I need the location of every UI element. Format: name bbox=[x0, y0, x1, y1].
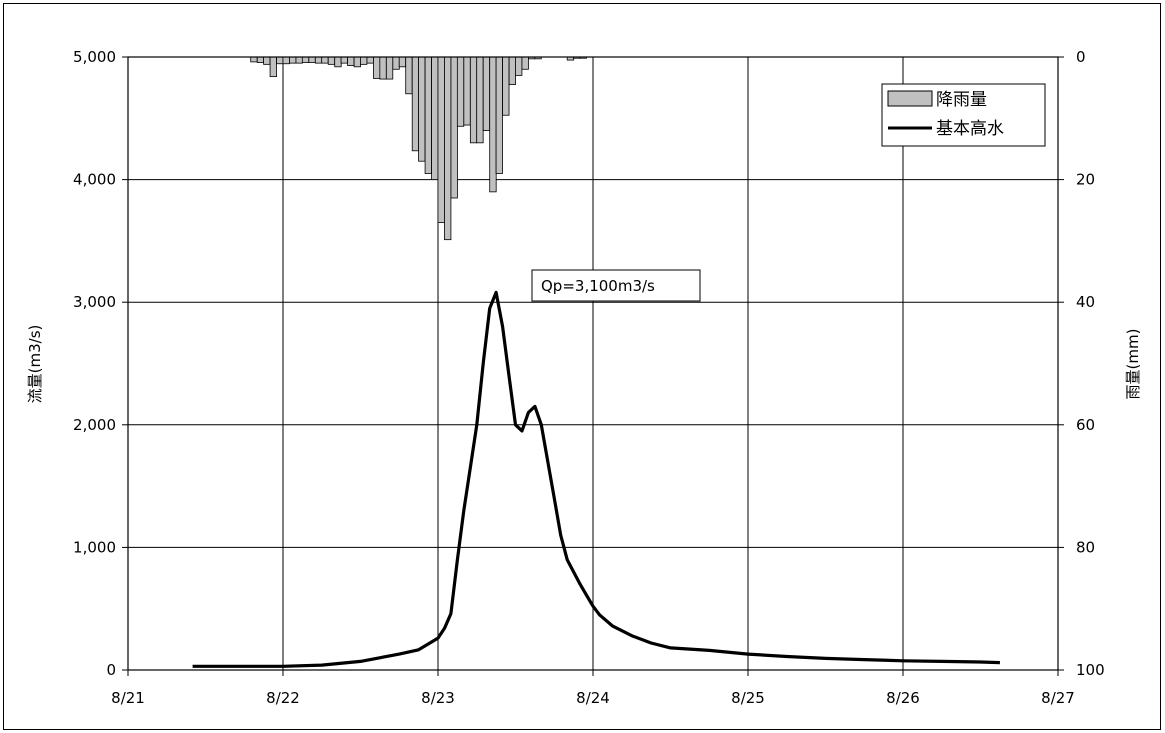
y-left-tick-label: 4,000 bbox=[73, 171, 116, 189]
legend-label-rain: 降雨量 bbox=[936, 90, 987, 110]
peak-annotation-box bbox=[531, 269, 701, 302]
grid-layer bbox=[128, 57, 1058, 670]
rain-bar bbox=[366, 56, 374, 64]
rain-bar bbox=[463, 56, 471, 126]
rain-bar bbox=[269, 56, 277, 78]
rain-bar bbox=[469, 56, 478, 144]
rain-bar bbox=[437, 56, 445, 223]
rain-bar bbox=[334, 56, 342, 68]
rain-bar bbox=[456, 56, 465, 127]
legend-label-flow: 基本高水 bbox=[936, 119, 1004, 139]
rain-bar bbox=[398, 56, 407, 68]
y-right-tick-label: 60 bbox=[1076, 416, 1095, 434]
legend: 降雨量 基本高水 bbox=[881, 83, 1046, 147]
axis-layer: 8/21 8/22 8/23 8/24 8/25 8/26 8/27 0 1,000 2,000 3… bbox=[73, 48, 1105, 707]
rain-bar bbox=[515, 56, 523, 76]
rain-bar bbox=[289, 56, 297, 64]
y-right-tick-label: 40 bbox=[1076, 293, 1095, 311]
y-right-axis-title: 雨量(mm) bbox=[1124, 329, 1142, 400]
rain-bar bbox=[314, 56, 323, 64]
rain-bar bbox=[418, 56, 426, 162]
rain-bar bbox=[373, 56, 381, 79]
rain-bar bbox=[431, 56, 439, 180]
rain-bar bbox=[360, 56, 368, 65]
peak-annotation-label: Qp=3,100m3/s bbox=[541, 277, 655, 295]
flow-line-layer bbox=[192, 290, 1000, 668]
chart-frame bbox=[3, 3, 1161, 730]
rain-bar bbox=[405, 56, 413, 95]
rain-bar bbox=[482, 56, 491, 131]
rain-bar bbox=[276, 56, 284, 65]
y-right-tick-label: 80 bbox=[1076, 538, 1095, 556]
y-right-tick-label: 100 bbox=[1076, 661, 1105, 679]
flow-line bbox=[192, 290, 1000, 668]
y-left-tick-label: 2,000 bbox=[73, 416, 116, 434]
rain-bar bbox=[444, 56, 452, 241]
rain-bar bbox=[502, 56, 510, 116]
rain-bar bbox=[295, 56, 303, 64]
rain-bar bbox=[411, 56, 420, 152]
y-left-tick-label: 0 bbox=[106, 661, 116, 679]
rain-bar bbox=[327, 56, 336, 65]
rain-bar bbox=[495, 56, 503, 174]
x-tick-label: 8/24 bbox=[576, 689, 610, 707]
y-left-tick-label: 3,000 bbox=[73, 293, 116, 311]
y-left-axis-title: 流量(m3/s) bbox=[26, 325, 44, 404]
y-right-tick-label: 0 bbox=[1076, 48, 1086, 66]
rain-bar bbox=[489, 56, 497, 193]
rain-bar bbox=[321, 56, 329, 64]
rain-bar bbox=[256, 56, 265, 63]
x-tick-label: 8/23 bbox=[421, 689, 455, 707]
legend-swatch-rain bbox=[887, 90, 933, 107]
rain-bar bbox=[476, 56, 484, 144]
x-tick-label: 8/21 bbox=[111, 689, 145, 707]
y-left-tick-label: 1,000 bbox=[73, 538, 116, 556]
rain-bar bbox=[353, 56, 361, 68]
x-tick-label: 8/27 bbox=[1041, 689, 1075, 707]
rain-bar bbox=[282, 56, 290, 65]
rain-bar bbox=[308, 56, 316, 63]
rain-bar bbox=[450, 56, 458, 199]
rain-bar bbox=[379, 56, 387, 80]
rain-bar bbox=[347, 56, 355, 66]
y-right-tick-label: 20 bbox=[1076, 171, 1095, 189]
x-tick-label: 8/22 bbox=[266, 689, 300, 707]
x-tick-label: 8/25 bbox=[731, 689, 765, 707]
rain-bar bbox=[250, 56, 258, 63]
rain-bar bbox=[340, 56, 348, 64]
rain-bar bbox=[521, 56, 529, 70]
rain-bar bbox=[392, 56, 400, 70]
rain-bar bbox=[508, 56, 516, 85]
peak-annotation: Qp=3,100m3/s bbox=[531, 269, 701, 302]
rain-bar bbox=[424, 56, 432, 174]
y-left-tick-label: 5,000 bbox=[73, 48, 116, 66]
x-tick-label: 8/26 bbox=[886, 689, 920, 707]
rain-bar bbox=[263, 56, 271, 65]
rain-bar bbox=[385, 56, 394, 80]
rain-bar bbox=[301, 56, 310, 63]
